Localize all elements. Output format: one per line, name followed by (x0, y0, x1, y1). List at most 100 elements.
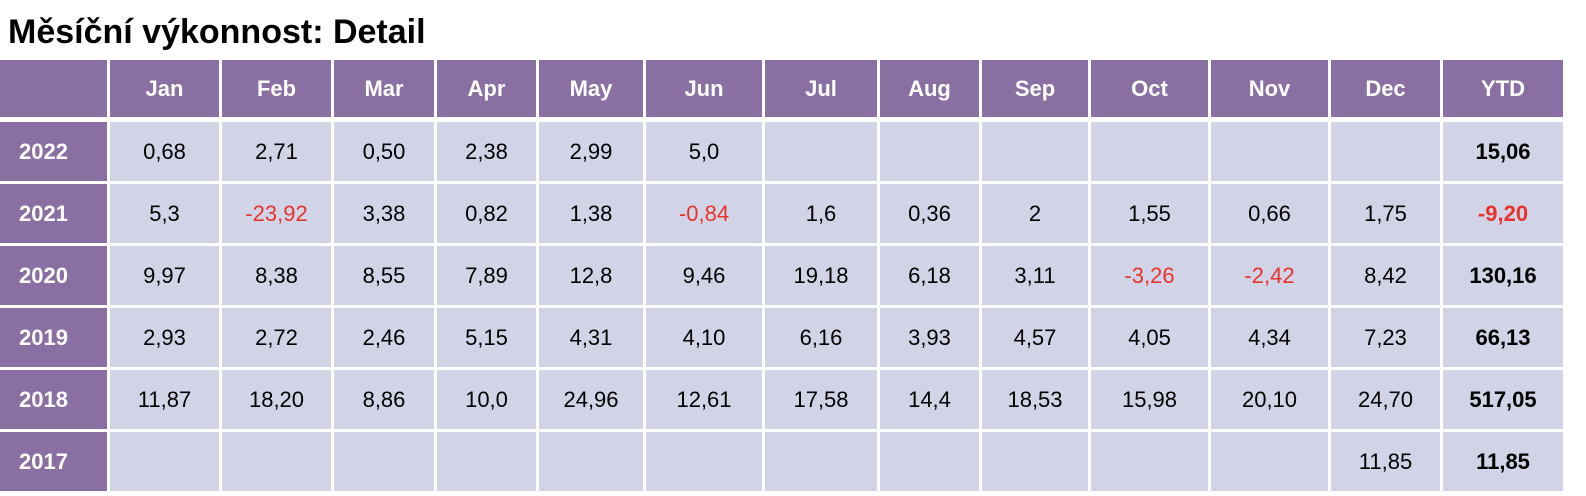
value-cell (982, 122, 1088, 181)
value-cell (765, 122, 877, 181)
title: Měsíční výkonnost: Detail (8, 13, 426, 51)
value-cell: 2,46 (334, 308, 434, 367)
ytd-cell: 66,13 (1443, 308, 1563, 367)
value-cell: 0,82 (437, 184, 536, 243)
value-cell (222, 432, 331, 491)
value-cell: 20,10 (1211, 370, 1328, 429)
column-header: YTD (1443, 60, 1563, 117)
value-cell: 7,23 (1331, 308, 1440, 367)
value-cell: 12,8 (539, 246, 643, 305)
row-year: 2019 (0, 308, 107, 367)
value-cell: 19,18 (765, 246, 877, 305)
value-cell (1091, 432, 1208, 491)
value-cell: 2,99 (539, 122, 643, 181)
value-cell: 0,66 (1211, 184, 1328, 243)
value-cell: 9,46 (646, 246, 762, 305)
value-cell: 0,68 (110, 122, 219, 181)
column-header: Jan (110, 60, 219, 117)
value-cell: 0,50 (334, 122, 434, 181)
value-cell (1211, 122, 1328, 181)
value-cell: 8,55 (334, 246, 434, 305)
row-year: 2020 (0, 246, 107, 305)
value-cell: 4,34 (1211, 308, 1328, 367)
value-cell: -2,42 (1211, 246, 1328, 305)
value-cell: 5,15 (437, 308, 536, 367)
row-year: 2022 (0, 122, 107, 181)
value-cell: 9,97 (110, 246, 219, 305)
column-header: Feb (222, 60, 331, 117)
value-cell: 12,61 (646, 370, 762, 429)
column-header: Mar (334, 60, 434, 117)
ytd-cell: 11,85 (1443, 432, 1563, 491)
value-cell: 3,93 (880, 308, 979, 367)
value-cell: 10,0 (437, 370, 536, 429)
value-cell: 2,93 (110, 308, 219, 367)
value-cell: 5,3 (110, 184, 219, 243)
value-cell: 4,10 (646, 308, 762, 367)
ytd-cell: -9,20 (1443, 184, 1563, 243)
value-cell (539, 432, 643, 491)
value-cell: 15,98 (1091, 370, 1208, 429)
column-header: Jul (765, 60, 877, 117)
value-cell (765, 432, 877, 491)
value-cell: 6,16 (765, 308, 877, 367)
value-cell: 5,0 (646, 122, 762, 181)
value-cell: 4,57 (982, 308, 1088, 367)
value-cell (110, 432, 219, 491)
column-header: Sep (982, 60, 1088, 117)
value-cell: 14,4 (880, 370, 979, 429)
row-year: 2017 (0, 432, 107, 491)
value-cell: 18,20 (222, 370, 331, 429)
row-year: 2021 (0, 184, 107, 243)
value-cell (1091, 122, 1208, 181)
header-corner (0, 60, 107, 117)
column-header: Oct (1091, 60, 1208, 117)
column-header: May (539, 60, 643, 117)
value-cell: -23,92 (222, 184, 331, 243)
column-header: Aug (880, 60, 979, 117)
value-cell (1331, 122, 1440, 181)
value-cell: 3,11 (982, 246, 1088, 305)
value-cell: 2 (982, 184, 1088, 243)
value-cell (1211, 432, 1328, 491)
value-cell: 1,6 (765, 184, 877, 243)
column-header: Nov (1211, 60, 1328, 117)
column-header: Jun (646, 60, 762, 117)
value-cell: 11,85 (1331, 432, 1440, 491)
ytd-cell: 15,06 (1443, 122, 1563, 181)
value-cell (880, 432, 979, 491)
value-cell: 18,53 (982, 370, 1088, 429)
column-header: Apr (437, 60, 536, 117)
value-cell (982, 432, 1088, 491)
value-cell (646, 432, 762, 491)
ytd-cell: 130,16 (1443, 246, 1563, 305)
value-cell: 2,72 (222, 308, 331, 367)
value-cell (880, 122, 979, 181)
ytd-cell: 517,05 (1443, 370, 1563, 429)
value-cell: 4,05 (1091, 308, 1208, 367)
row-year: 2018 (0, 370, 107, 429)
value-cell: 8,38 (222, 246, 331, 305)
value-cell: 2,38 (437, 122, 536, 181)
value-cell: 7,89 (437, 246, 536, 305)
value-cell (334, 432, 434, 491)
value-cell: 2,71 (222, 122, 331, 181)
value-cell (437, 432, 536, 491)
value-cell: 1,55 (1091, 184, 1208, 243)
value-cell: 24,96 (539, 370, 643, 429)
value-cell: 1,38 (539, 184, 643, 243)
value-cell: 4,31 (539, 308, 643, 367)
value-cell: 8,42 (1331, 246, 1440, 305)
value-cell: 17,58 (765, 370, 877, 429)
value-cell: 24,70 (1331, 370, 1440, 429)
value-cell: 1,75 (1331, 184, 1440, 243)
value-cell: -3,26 (1091, 246, 1208, 305)
value-cell: 8,86 (334, 370, 434, 429)
column-header: Dec (1331, 60, 1440, 117)
value-cell: 3,38 (334, 184, 434, 243)
value-cell: 6,18 (880, 246, 979, 305)
value-cell: 11,87 (110, 370, 219, 429)
value-cell: -0,84 (646, 184, 762, 243)
value-cell: 0,36 (880, 184, 979, 243)
